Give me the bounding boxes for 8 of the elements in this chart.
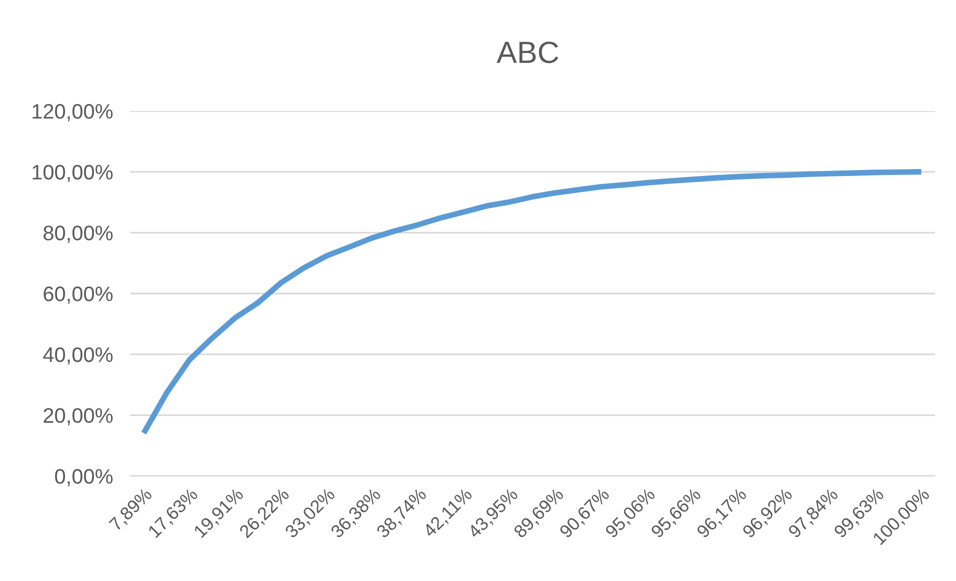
y-tick-label: 0,00% [55,469,113,486]
y-tick-label: 100,00% [32,164,113,182]
y-tick-label: 80,00% [44,226,113,243]
y-tick-label: 60,00% [44,286,113,304]
y-tick-label: 120,00% [32,104,113,122]
y-tick-label: 40,00% [43,347,113,365]
y-tick-label: 20,00% [44,408,113,426]
chart-title: ABC [496,42,558,64]
